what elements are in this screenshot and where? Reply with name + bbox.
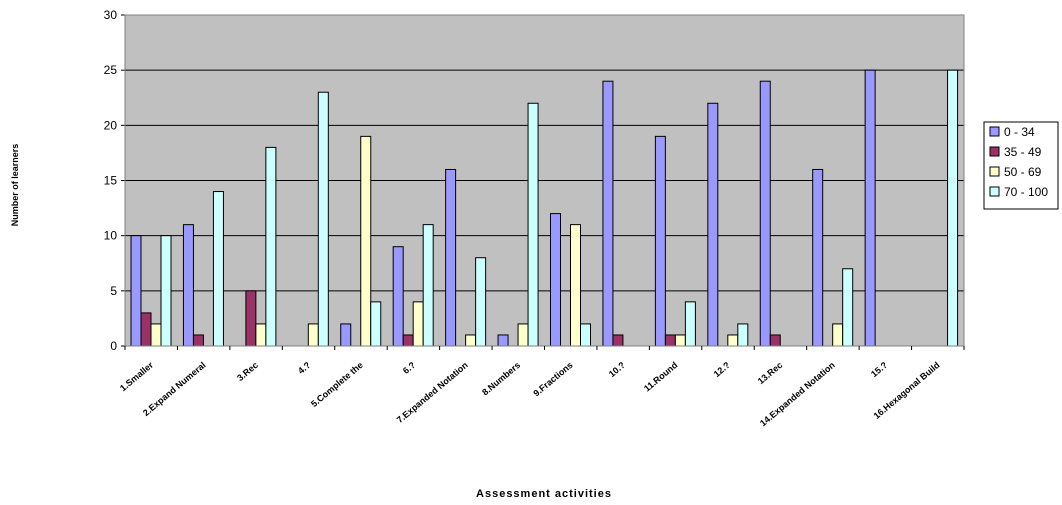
- bar-35-49-10: [612, 334, 624, 347]
- y-tick-label: 25: [104, 63, 118, 77]
- y-tick-label: 15: [104, 174, 118, 188]
- x-category-label: 9.Fractions: [531, 360, 574, 399]
- x-category-label: 5.Complete the: [309, 360, 365, 409]
- y-tick-label: 20: [104, 118, 118, 132]
- y-tick-label: 5: [110, 284, 117, 298]
- bar-35-49-1: [140, 312, 152, 347]
- bar-0-34-6: [392, 246, 404, 347]
- x-category-label: 8.Numbers: [480, 360, 522, 398]
- bar-0-34-14: [812, 168, 824, 347]
- bar-35-49-3: [245, 290, 257, 347]
- legend-swatch: [989, 126, 1000, 137]
- x-category-label: 10.?: [607, 360, 627, 379]
- bar-35-49-6: [402, 334, 414, 347]
- x-category-label: 4.?: [296, 360, 312, 376]
- x-category-label: 6.?: [401, 360, 417, 376]
- bar-0-34-13: [759, 80, 771, 347]
- legend-label: 50 - 69: [1004, 165, 1042, 179]
- bar-35-49-11: [664, 334, 676, 347]
- bar-70-100-11: [684, 301, 696, 347]
- x-category-label: 13.Rec: [756, 360, 785, 386]
- bar-50-69-5: [360, 135, 372, 347]
- bar-0-34-7: [445, 168, 457, 347]
- bar-50-69-6: [412, 301, 424, 347]
- bar-70-100-4: [317, 91, 329, 347]
- bar-50-69-9: [570, 224, 581, 347]
- y-tick-labels: 0 5 10 15 20 25 30: [104, 8, 118, 353]
- bar-0-34-1: [130, 235, 142, 347]
- bar-35-49-13: [769, 334, 781, 347]
- bar-0-34-11: [654, 135, 666, 347]
- bar-50-69-12: [727, 334, 739, 347]
- bar-0-34-5: [340, 323, 352, 347]
- bar-70-100-7: [475, 257, 487, 347]
- bar-50-69-3: [255, 323, 267, 347]
- bar-70-100-2: [212, 191, 224, 347]
- y-tick-label: 10: [104, 229, 118, 243]
- bar-70-100-1: [160, 235, 172, 347]
- bar-0-34-9: [550, 213, 561, 347]
- bar-0-34-8: [497, 334, 509, 347]
- bar-50-69-1: [150, 323, 162, 347]
- legend-swatch: [989, 186, 1000, 197]
- bar-70-100-14: [842, 268, 854, 347]
- bars: [130, 69, 959, 347]
- bar-50-69-7: [465, 334, 477, 347]
- bar-70-100-12: [737, 323, 749, 347]
- axes: [121, 14, 965, 350]
- x-category-label: 11.Round: [642, 360, 679, 394]
- x-category-label: 12.?: [712, 360, 732, 379]
- bar-70-100-5: [370, 301, 382, 347]
- x-category-label: 15.?: [869, 360, 889, 379]
- bar-35-49-2: [192, 334, 204, 347]
- legend-label: 35 - 49: [1004, 145, 1042, 159]
- x-category-label: 1.Smaller: [118, 360, 155, 394]
- bar-70-100-8: [527, 102, 539, 347]
- bar-50-69-11: [674, 334, 686, 347]
- bar-0-34-15: [864, 69, 876, 347]
- bar-70-100-16: [947, 69, 959, 347]
- legend-label: 70 - 100: [1004, 185, 1048, 199]
- y-tick-label: 0: [110, 339, 117, 353]
- y-tick-label: 30: [104, 8, 118, 22]
- bar-50-69-4: [307, 323, 319, 347]
- legend-swatch: [989, 146, 1000, 157]
- legend: 0 - 34 35 - 49 50 - 69 70 - 100: [983, 121, 1059, 210]
- bar-50-69-14: [832, 323, 844, 347]
- bar-70-100-6: [422, 224, 434, 347]
- legend-label: 0 - 34: [1004, 125, 1035, 139]
- bar-70-100-9: [580, 323, 591, 347]
- legend-swatch: [989, 166, 1000, 177]
- bar-0-34-10: [602, 80, 614, 347]
- bar-0-34-2: [182, 224, 194, 347]
- bar-70-100-3: [265, 146, 277, 347]
- x-category-label: 3.Rec: [235, 360, 260, 383]
- y-axis-title: Number of learners: [10, 144, 20, 227]
- bar-0-34-12: [707, 102, 719, 347]
- x-axis-title: Assessment activities: [476, 488, 612, 500]
- bar-50-69-8: [517, 323, 529, 347]
